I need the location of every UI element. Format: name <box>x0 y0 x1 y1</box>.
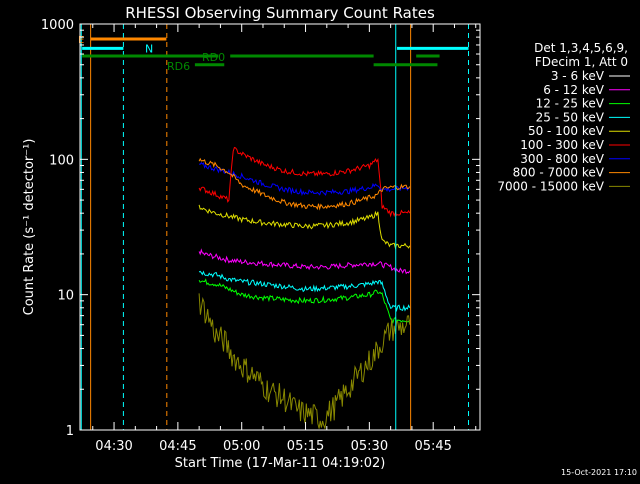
y-tick-label: 1 <box>66 424 74 439</box>
footer-timestamp: 15-Oct-2021 17:10 <box>561 468 637 477</box>
series-line <box>198 161 411 197</box>
legend-label: 6 - 12 keV <box>543 83 605 97</box>
legend-header: FDecim 1, Att 0 <box>535 55 628 69</box>
legend-label: 800 - 7000 keV <box>513 166 605 180</box>
x-axis-label: Start Time (17-Mar-11 04:19:02) <box>175 456 386 471</box>
y-tick-label: 10 <box>57 289 74 304</box>
series-line <box>198 146 411 218</box>
x-tick-label: 05:00 <box>223 439 260 454</box>
x-tick-label: 04:30 <box>95 439 132 454</box>
series-25-50-kev <box>198 270 411 313</box>
series-line <box>198 270 411 313</box>
y-axis-label: Count Rate (s⁻¹ detector⁻¹) <box>22 139 37 316</box>
legend-header: Det 1,3,4,5,6,9, <box>534 41 628 55</box>
series-line <box>198 204 411 250</box>
legend-label: 3 - 6 keV <box>551 69 605 83</box>
flag-label-rd0: RD0 <box>202 51 225 64</box>
series-6-12-kev <box>198 248 411 275</box>
series-line <box>198 225 411 299</box>
legend-label: 300 - 800 keV <box>520 152 604 166</box>
x-tick-label: 05:30 <box>351 439 388 454</box>
x-tick-label: 05:45 <box>414 439 451 454</box>
flag-label-e: E <box>78 35 84 46</box>
legend-label: 25 - 50 keV <box>536 110 605 124</box>
series-3-6-kev <box>198 225 411 299</box>
plot-frame <box>79 23 481 431</box>
series-line <box>198 248 411 275</box>
chart-title: RHESSI Observing Summary Count Rates <box>125 4 435 22</box>
legend-label: 50 - 100 keV <box>528 124 605 138</box>
flag-label-rd6: RD6 <box>167 60 190 73</box>
legend-label: 7000 - 15000 keV <box>497 179 604 193</box>
legend-label: 100 - 300 keV <box>520 138 604 152</box>
flag-label-n: N <box>145 42 153 55</box>
x-tick-label: 04:45 <box>159 439 196 454</box>
y-tick-label: 1000 <box>41 18 74 33</box>
series-300-800-kev <box>198 161 411 197</box>
series-line <box>198 278 411 324</box>
series-50-100-kev <box>198 204 411 250</box>
series-100-300-kev <box>198 146 411 218</box>
series-line <box>198 157 411 211</box>
x-tick-label: 05:15 <box>287 439 324 454</box>
series-12-25-kev <box>198 278 411 324</box>
legend-label: 12 - 25 keV <box>536 97 605 111</box>
series-800-7000-kev <box>198 157 411 211</box>
y-tick-label: 100 <box>49 153 74 168</box>
